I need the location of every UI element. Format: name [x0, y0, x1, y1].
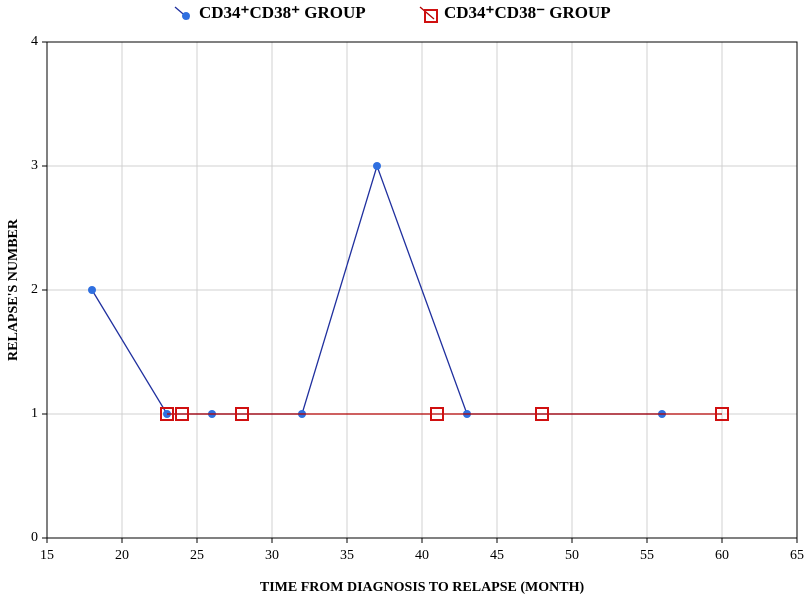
x-tick-label: 45	[490, 548, 504, 563]
marker	[160, 407, 174, 421]
x-tick-label: 40	[415, 548, 429, 563]
legend-line	[419, 6, 435, 20]
y-axis-label: RELAPSE'S NUMBER	[6, 218, 21, 361]
x-tick-label: 15	[40, 548, 54, 563]
legend-marker	[182, 12, 190, 20]
legend-label: CD34⁺CD38⁺ GROUP	[199, 3, 366, 22]
x-tick-label: 65	[790, 548, 804, 563]
marker	[535, 407, 549, 421]
marker	[373, 162, 381, 170]
legend-label: CD34⁺CD38⁻ GROUP	[444, 3, 611, 22]
marker	[430, 407, 444, 421]
marker	[235, 407, 249, 421]
x-tick-label: 55	[640, 548, 654, 563]
marker	[715, 407, 729, 421]
x-tick-label: 20	[115, 548, 129, 563]
marker	[175, 407, 189, 421]
x-tick-label: 25	[190, 548, 204, 563]
y-tick-label: 3	[31, 158, 38, 173]
y-tick-label: 0	[31, 530, 38, 545]
legend-marker	[424, 9, 438, 23]
x-tick-label: 30	[265, 548, 279, 563]
y-tick-label: 4	[31, 34, 38, 49]
x-tick-label: 35	[340, 548, 354, 563]
plot-frame	[46, 41, 798, 539]
x-tick-label: 60	[715, 548, 729, 563]
x-tick-label: 50	[565, 548, 579, 563]
marker	[88, 286, 96, 294]
y-tick-label: 1	[31, 406, 38, 421]
x-axis-label: TIME FROM DIAGNOSIS TO RELAPSE (MONTH)	[260, 580, 585, 595]
y-tick-label: 2	[31, 282, 38, 297]
